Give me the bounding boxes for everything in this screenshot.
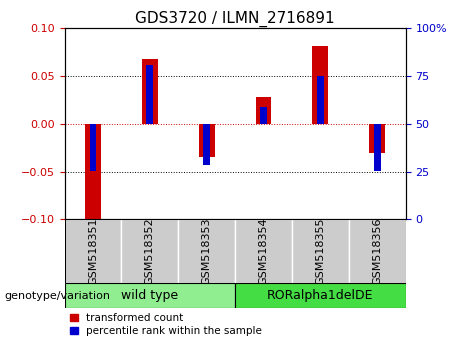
Bar bbox=[89, 124, 96, 171]
Text: RORalpha1delDE: RORalpha1delDE bbox=[267, 289, 374, 302]
Bar bbox=[199, 124, 215, 157]
Bar bbox=[313, 46, 328, 124]
Bar bbox=[147, 65, 153, 124]
Bar bbox=[369, 124, 385, 153]
Bar bbox=[65, 283, 235, 308]
Text: GSM518353: GSM518353 bbox=[201, 218, 212, 285]
Text: wild type: wild type bbox=[121, 289, 178, 302]
Bar bbox=[235, 283, 406, 308]
Bar bbox=[255, 97, 272, 124]
Title: GDS3720 / ILMN_2716891: GDS3720 / ILMN_2716891 bbox=[135, 11, 335, 27]
Bar bbox=[203, 124, 210, 165]
Legend: transformed count, percentile rank within the sample: transformed count, percentile rank withi… bbox=[70, 313, 262, 336]
Text: GSM518351: GSM518351 bbox=[88, 218, 98, 285]
Bar bbox=[292, 219, 349, 283]
Bar bbox=[178, 219, 235, 283]
Bar bbox=[85, 124, 101, 221]
Bar bbox=[235, 219, 292, 283]
Text: GSM518356: GSM518356 bbox=[372, 218, 382, 285]
Bar bbox=[65, 219, 121, 283]
Bar bbox=[142, 59, 158, 124]
Text: genotype/variation: genotype/variation bbox=[5, 291, 111, 301]
Text: GSM518355: GSM518355 bbox=[315, 218, 325, 285]
Bar bbox=[374, 124, 381, 171]
Bar bbox=[349, 219, 406, 283]
Text: GSM518352: GSM518352 bbox=[145, 217, 155, 285]
Bar bbox=[121, 219, 178, 283]
Bar bbox=[260, 107, 267, 124]
Bar bbox=[317, 76, 324, 124]
Text: GSM518354: GSM518354 bbox=[259, 217, 269, 285]
